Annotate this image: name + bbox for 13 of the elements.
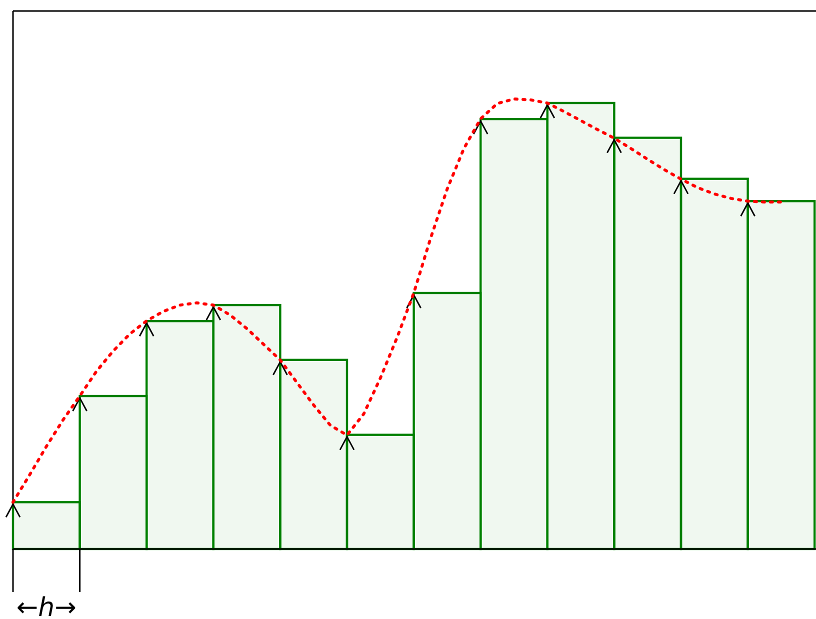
- bar: [480, 118, 548, 550]
- bar: [546, 102, 616, 550]
- bar: [412, 292, 482, 550]
- bar: [146, 320, 214, 550]
- bar: [346, 434, 415, 550]
- bar: [78, 394, 148, 550]
- bar: [279, 358, 348, 550]
- bar: [212, 304, 282, 550]
- text: ←h→: [16, 593, 76, 619]
- bar: [746, 200, 816, 550]
- bar: [12, 501, 81, 550]
- bar: [680, 178, 749, 550]
- bar: [613, 136, 682, 550]
